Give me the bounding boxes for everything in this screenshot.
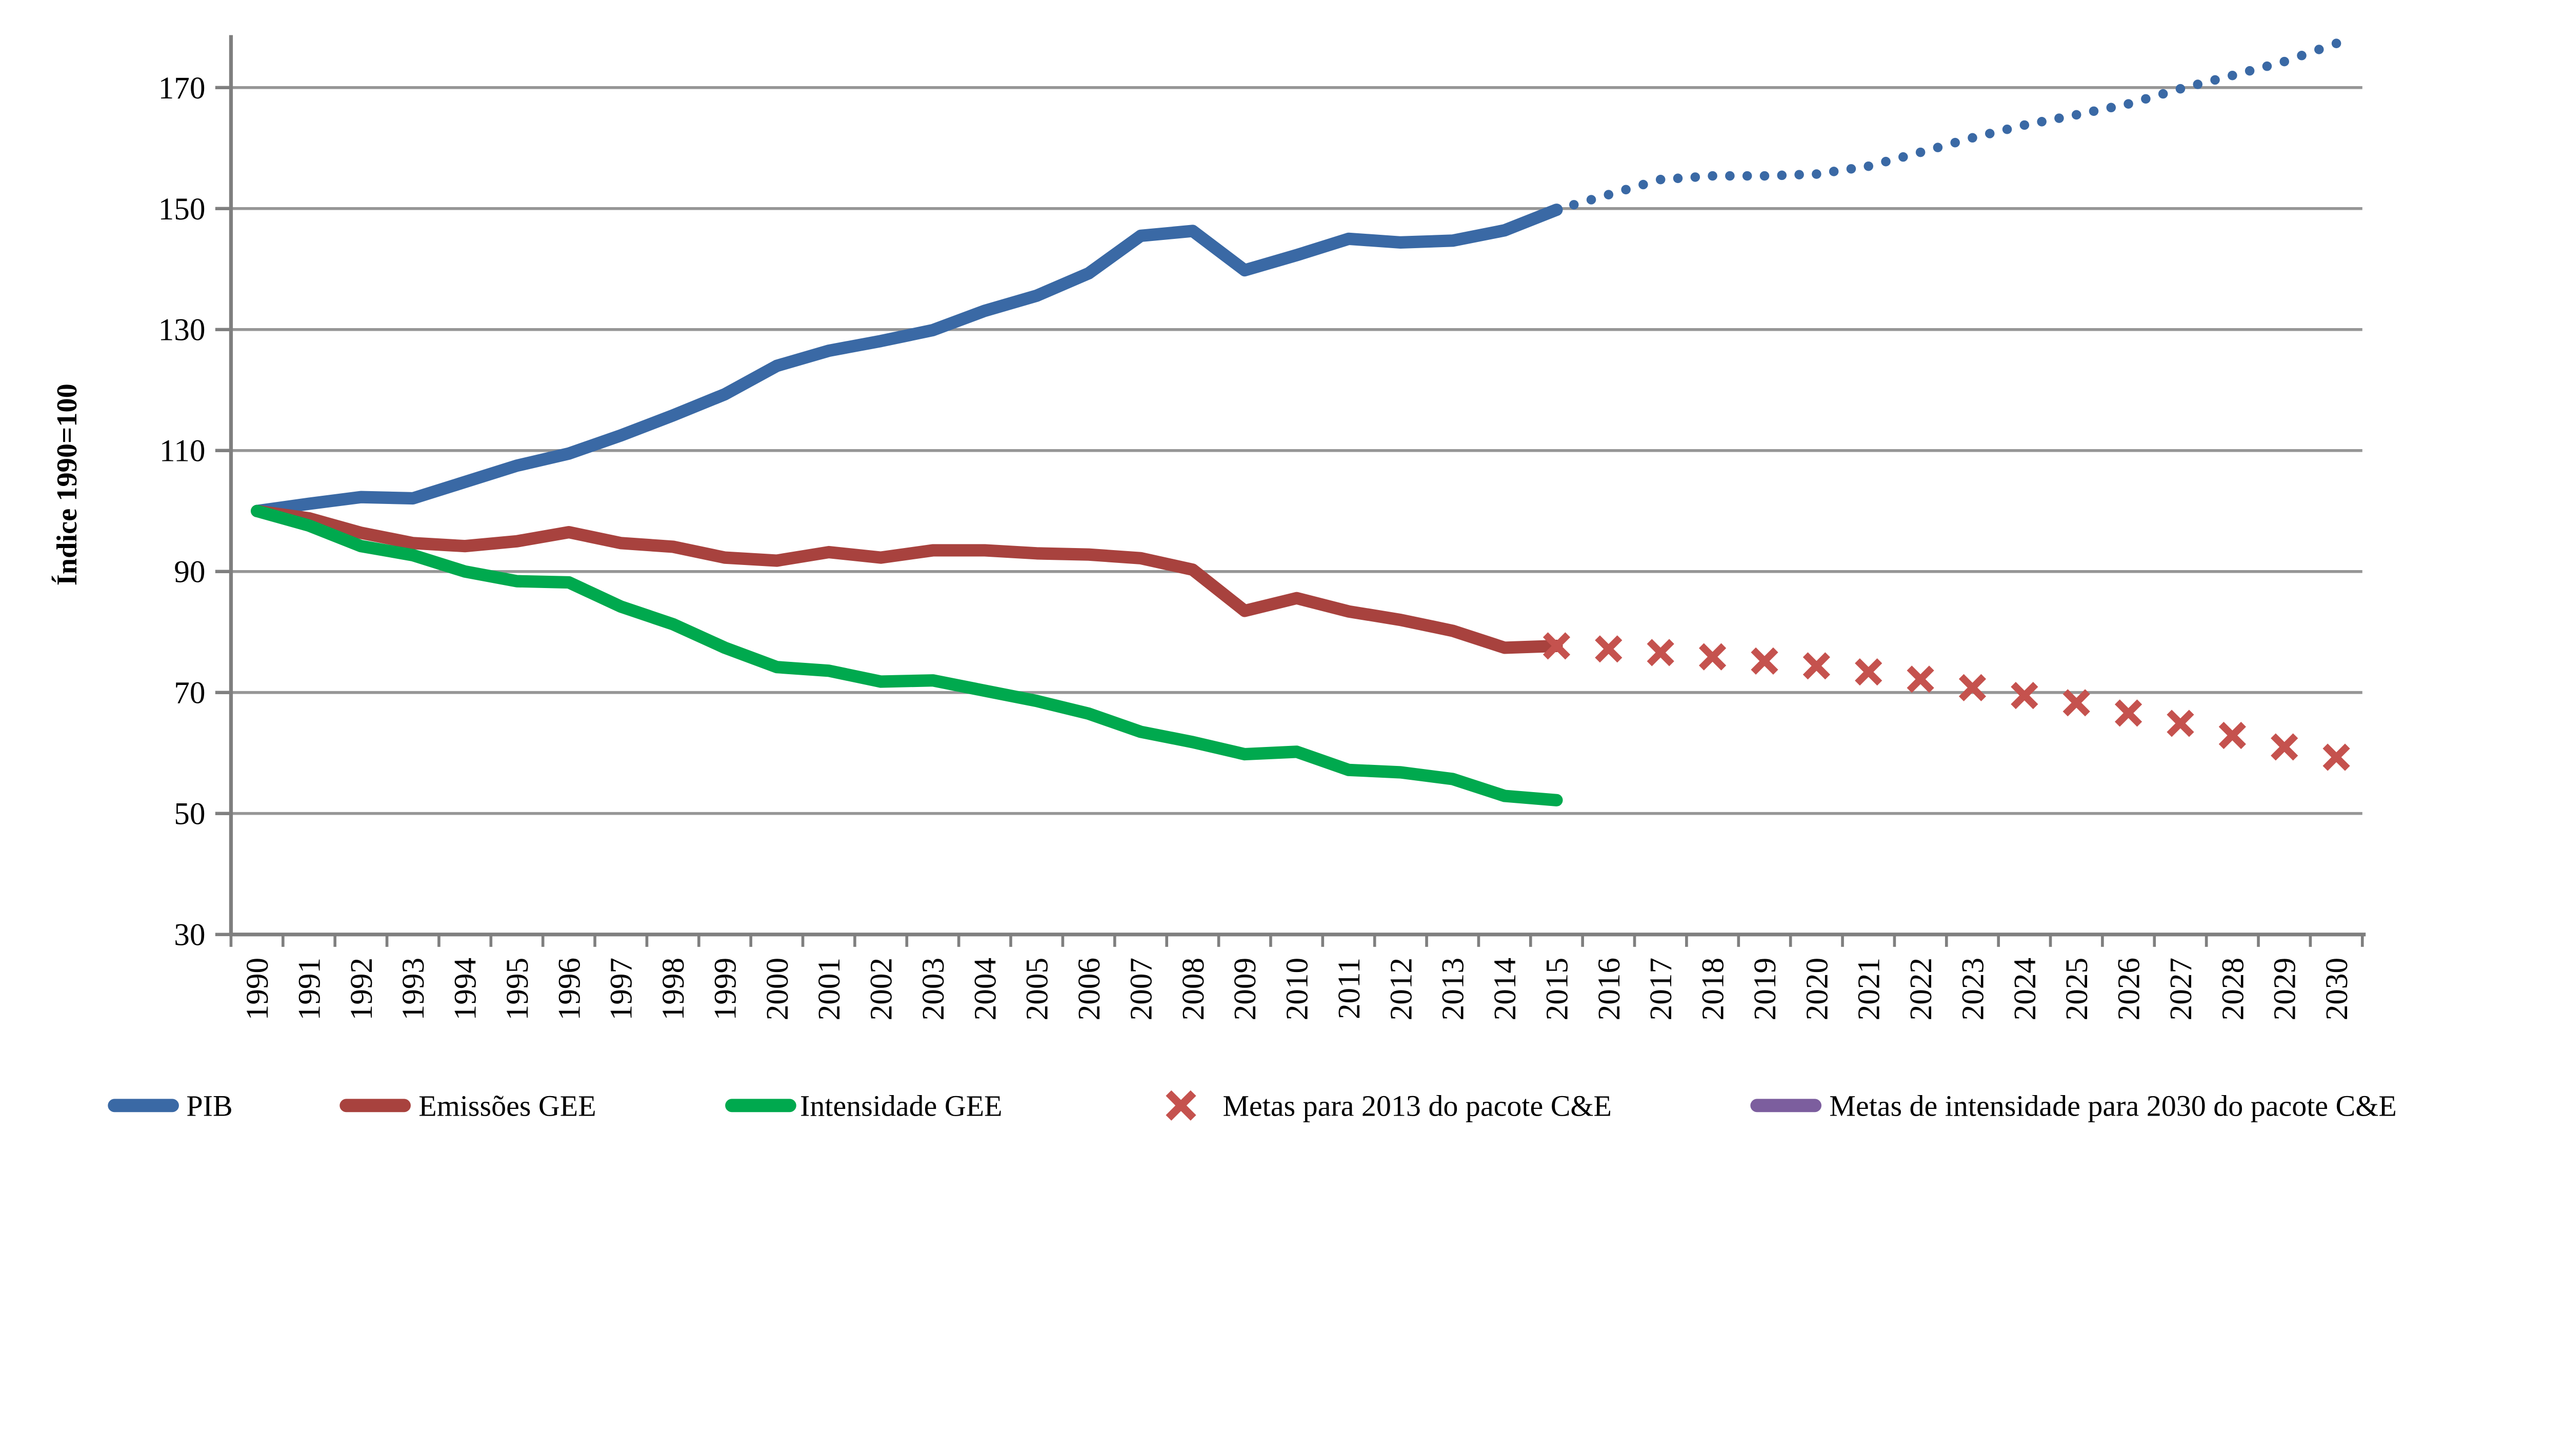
legend: PIB Emissões GEE Intensidade GEE Metas para… — [108, 1089, 2397, 1122]
line-chart: 30 50 70 90 110 130 150 170 1990 1991 1992 1993 1994… — [51, 35, 2397, 1123]
x-tick-label-1994: 1994 — [448, 958, 483, 1020]
x-tick-label-1997: 1997 — [604, 958, 639, 1020]
x-tick-label-1993: 1993 — [396, 958, 431, 1020]
legend-item-intensidade-gee: Intensidade GEE — [725, 1089, 1003, 1122]
x-tick-label-2009: 2009 — [1228, 958, 1263, 1020]
x-tick-label-2019: 2019 — [1748, 958, 1782, 1020]
x-tick-label-2022: 2022 — [1904, 958, 1938, 1020]
x-tick-label-2024: 2024 — [2008, 958, 2042, 1020]
x-tick-label-2010: 2010 — [1280, 958, 1315, 1020]
legend-label-emissoes-gee: Emissões GEE — [418, 1089, 596, 1122]
x-tick-label-2029: 2029 — [2268, 958, 2302, 1020]
y-axis-labels: 30 50 70 90 110 130 150 170 — [158, 71, 206, 953]
x-tick-label-2002: 2002 — [864, 958, 899, 1020]
x-tick-label-2006: 2006 — [1072, 958, 1107, 1020]
legend-label-metas-para-2013-do-pacote-c-e: Metas para 2013 do pacote C&E — [1223, 1089, 1612, 1122]
series-pib-projecao — [1569, 38, 2341, 210]
x-tick-label-2025: 2025 — [2059, 958, 2094, 1020]
x-tick-label-1995: 1995 — [500, 958, 535, 1020]
legend-swatch-metas-de-intensidade-para-2030-do-pacote-c-e — [1750, 1099, 1821, 1113]
x-tick-label-1992: 1992 — [344, 958, 379, 1020]
x-tick-label-2028: 2028 — [2215, 958, 2250, 1020]
x-axis-labels: 1990 1991 1992 1993 1994 1995 1996 1997 1998 1999… — [240, 958, 2354, 1020]
y-axis-title: Índice 1990=100 — [51, 383, 83, 585]
legend-item-pib: PIB — [108, 1089, 233, 1122]
series-pib — [251, 204, 1563, 517]
x-tick-label-2000: 2000 — [760, 958, 795, 1020]
x-tick-label-2013: 2013 — [1436, 958, 1471, 1020]
x-tick-label-2007: 2007 — [1124, 958, 1158, 1020]
x-tick-label-2023: 2023 — [1955, 958, 1990, 1020]
x-tick-label-2018: 2018 — [1696, 958, 1731, 1020]
x-tick-label-2012: 2012 — [1384, 958, 1418, 1020]
series-intensidade-gee — [251, 504, 1563, 806]
x-tick-label-2015: 2015 — [1539, 958, 1574, 1020]
y-tick-label-30: 30 — [174, 918, 205, 953]
x-tick-label-2011: 2011 — [1332, 958, 1367, 1019]
series-metas-para-2013-do-pacote-c-e — [1543, 632, 2350, 771]
y-tick-label-150: 150 — [158, 192, 206, 227]
x-tick-label-2014: 2014 — [1488, 958, 1523, 1020]
legend-item-emissoes-gee: Emissões GEE — [339, 1089, 596, 1122]
y-tick-label-50: 50 — [174, 797, 205, 832]
legend-swatch-intensidade-gee — [725, 1099, 796, 1113]
x-tick-label-2004: 2004 — [968, 958, 1003, 1020]
x-tick-label-2030: 2030 — [2319, 958, 2354, 1020]
y-tick-label-90: 90 — [174, 555, 205, 590]
x-tick-label-1990: 1990 — [240, 958, 275, 1020]
legend-label-metas-de-intensidade-para-2030-do-pacote-c-e: Metas de intensidade para 2030 do pacote… — [1829, 1089, 2397, 1122]
axes — [229, 35, 2366, 947]
legend-swatch-emissoes-gee — [339, 1099, 411, 1113]
legend-item-metas-de-intensidade-para-2030-do-pacote-c-e: Metas de intensidade para 2030 do pacote… — [1750, 1089, 2397, 1122]
y-tick-label-170: 170 — [158, 71, 206, 106]
legend-label-intensidade-gee: Intensidade GEE — [800, 1089, 1003, 1122]
y-tick-label-70: 70 — [174, 676, 205, 711]
x-tick-label-1996: 1996 — [552, 958, 587, 1020]
x-tick-label-2021: 2021 — [1852, 958, 1887, 1020]
x-tick-label-2027: 2027 — [2164, 958, 2198, 1020]
x-tick-label-2008: 2008 — [1176, 958, 1211, 1020]
series-emissoes-gee — [251, 504, 1563, 654]
x-tick-label-2003: 2003 — [916, 958, 951, 1020]
x-tick-label-1999: 1999 — [708, 958, 743, 1020]
legend-marker-metas-para-2013-do-pacote-c-e — [1166, 1090, 1196, 1121]
legend-item-metas-para-2013-do-pacote-c-e: Metas para 2013 do pacote C&E — [1166, 1089, 1612, 1122]
legend-label-pib: PIB — [186, 1089, 232, 1122]
x-tick-label-1998: 1998 — [656, 958, 691, 1020]
y-tick-label-110: 110 — [159, 434, 206, 469]
x-tick-label-2016: 2016 — [1592, 958, 1627, 1020]
gridlines — [215, 86, 2362, 936]
legend-swatch-pib — [108, 1099, 179, 1113]
x-tick-label-2020: 2020 — [1799, 958, 1834, 1020]
x-tick-label-2001: 2001 — [812, 958, 847, 1020]
x-tick-label-1991: 1991 — [292, 958, 327, 1020]
x-tick-label-2017: 2017 — [1644, 958, 1678, 1020]
chart-figure: 30 50 70 90 110 130 150 170 1990 1991 1992 1993 1994… — [51, 35, 2397, 1123]
y-tick-label-130: 130 — [158, 313, 206, 348]
x-tick-label-2005: 2005 — [1020, 958, 1055, 1020]
x-tick-label-2026: 2026 — [2112, 958, 2147, 1020]
